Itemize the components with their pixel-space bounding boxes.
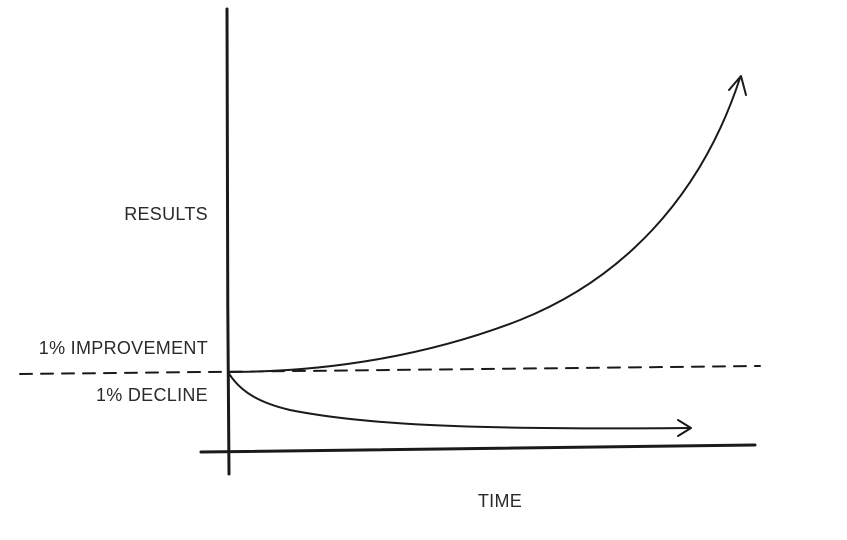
decline-curve xyxy=(227,371,691,430)
improvement-arrowhead xyxy=(728,75,747,96)
x-axis-label: TIME xyxy=(478,491,522,511)
y-axis-label: RESULTS xyxy=(124,204,208,224)
x-axis xyxy=(199,443,757,454)
decline-label: 1% DECLINE xyxy=(96,385,208,405)
baseline xyxy=(19,365,761,375)
improvement-label: 1% IMPROVEMENT xyxy=(39,338,208,358)
decline-arrowhead xyxy=(677,419,692,437)
improvement-curve xyxy=(227,77,741,373)
y-axis xyxy=(225,7,231,476)
